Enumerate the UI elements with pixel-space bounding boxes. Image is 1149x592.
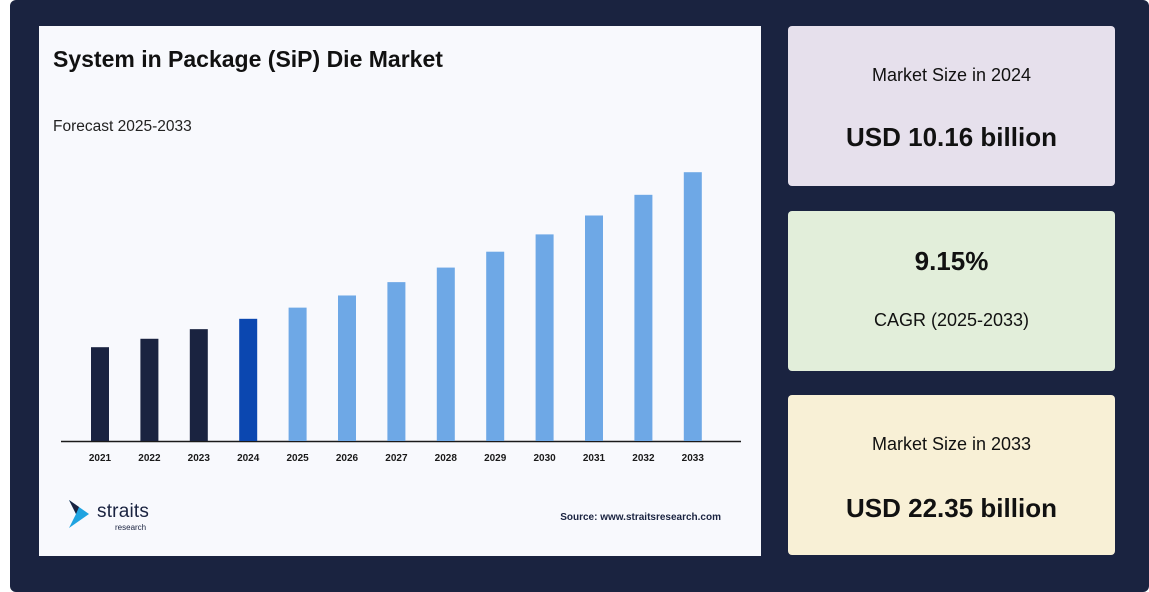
x-tick-label-2025: 2025 xyxy=(286,453,309,464)
bar-2023 xyxy=(189,329,208,441)
bar-2027 xyxy=(387,282,406,441)
bar-2024 xyxy=(239,318,258,441)
market-size-2024-card: Market Size in 2024 USD 10.16 billion xyxy=(788,26,1115,186)
x-tick-label-2023: 2023 xyxy=(188,453,211,464)
market-size-2033-card: Market Size in 2033 USD 22.35 billion xyxy=(788,395,1115,555)
market-size-2033-label: Market Size in 2033 xyxy=(871,434,1032,454)
bar-2031 xyxy=(585,215,603,441)
chart-card: System in Package (SiP) Die Market Forec… xyxy=(39,26,761,556)
x-tick-label-2024: 2024 xyxy=(237,453,260,464)
straits-logo: straits research xyxy=(67,496,177,536)
x-tick-label-2021: 2021 xyxy=(89,453,112,464)
chart-subtitle: Forecast 2025-2033 xyxy=(53,118,192,135)
cagr-value: 9.15% xyxy=(914,246,989,276)
market-size-2024-label: Market Size in 2024 xyxy=(871,65,1032,85)
x-tick-label-2033: 2033 xyxy=(682,453,705,464)
logo-subtitle: research xyxy=(115,523,147,532)
x-tick-label-2030: 2030 xyxy=(533,453,556,464)
bar-2028 xyxy=(436,267,455,441)
bar-2033 xyxy=(683,172,702,442)
bar-2030 xyxy=(535,234,554,441)
bar-2022 xyxy=(140,338,159,441)
market-size-2024-value: USD 10.16 billion xyxy=(846,122,1057,152)
chart-title: System in Package (SiP) Die Market xyxy=(53,46,443,72)
x-tick-label-2028: 2028 xyxy=(435,453,458,464)
x-tick-label-2026: 2026 xyxy=(336,453,359,464)
x-tick-label-2027: 2027 xyxy=(385,453,408,464)
cagr-label: CAGR (2025-2033) xyxy=(873,310,1030,330)
bar-2032 xyxy=(634,194,653,441)
x-tick-label-2031: 2031 xyxy=(583,453,606,464)
bar-2021 xyxy=(91,347,109,441)
bar-chart: 2021 2022 2023 2024 2025 2026 2027 2028 2029 2030… xyxy=(61,172,741,464)
bar-2025 xyxy=(288,307,307,441)
straits-logo-icon xyxy=(69,500,89,528)
cagr-card: 9.15% CAGR (2025-2033) xyxy=(788,211,1115,371)
bar-2026 xyxy=(338,295,356,441)
x-tick-label-2029: 2029 xyxy=(484,453,507,464)
market-size-2033-value: USD 22.35 billion xyxy=(846,493,1057,523)
logo-word: straits xyxy=(97,501,150,522)
x-tick-label-2032: 2032 xyxy=(632,453,655,464)
source-note: Source: www.straitsresearch.com xyxy=(560,512,721,523)
bar-2029 xyxy=(486,251,505,441)
x-tick-label-2022: 2022 xyxy=(138,453,161,464)
